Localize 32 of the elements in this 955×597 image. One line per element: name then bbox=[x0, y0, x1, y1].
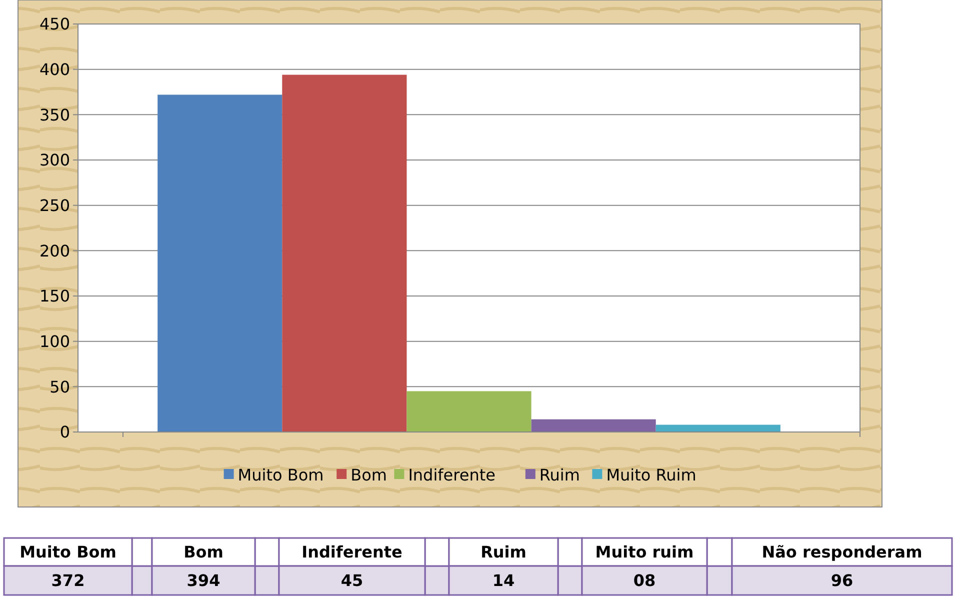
text: Ruim bbox=[480, 542, 526, 562]
text: Muito ruim bbox=[595, 542, 694, 562]
text: 45 bbox=[340, 571, 364, 590]
text: Muito Bom bbox=[20, 542, 116, 562]
y-tick-label: 200 bbox=[39, 241, 70, 260]
text: 96 bbox=[830, 571, 854, 590]
y-tick-label: 300 bbox=[39, 150, 70, 170]
y-tick-label: 450 bbox=[39, 14, 70, 34]
text: Não responderam bbox=[762, 542, 922, 562]
y-tick-label: 0 bbox=[60, 422, 70, 442]
legend-label: Muito Bom bbox=[238, 466, 324, 485]
text: Bom bbox=[184, 542, 224, 562]
y-tick-label: 400 bbox=[39, 60, 70, 79]
y-tick-label: 250 bbox=[39, 196, 70, 215]
y-tick-label: 50 bbox=[50, 377, 70, 396]
legend-label: Indiferente bbox=[408, 466, 496, 485]
y-tick-label: 100 bbox=[39, 332, 70, 351]
bar bbox=[656, 424, 780, 432]
bar bbox=[406, 391, 532, 432]
text: 394 bbox=[186, 571, 220, 590]
text: 14 bbox=[492, 571, 515, 590]
bar bbox=[531, 419, 656, 432]
legend-label: Muito Ruim bbox=[606, 466, 696, 485]
y-tick-label: 150 bbox=[39, 286, 70, 306]
bar bbox=[282, 74, 407, 432]
text: 372 bbox=[51, 571, 85, 590]
legend-label: Bom bbox=[350, 466, 387, 485]
bar bbox=[158, 94, 282, 432]
y-tick-label: 350 bbox=[39, 105, 70, 124]
text: Indiferente bbox=[302, 542, 403, 562]
text: 08 bbox=[633, 571, 656, 590]
legend-label: Ruim bbox=[539, 466, 580, 485]
